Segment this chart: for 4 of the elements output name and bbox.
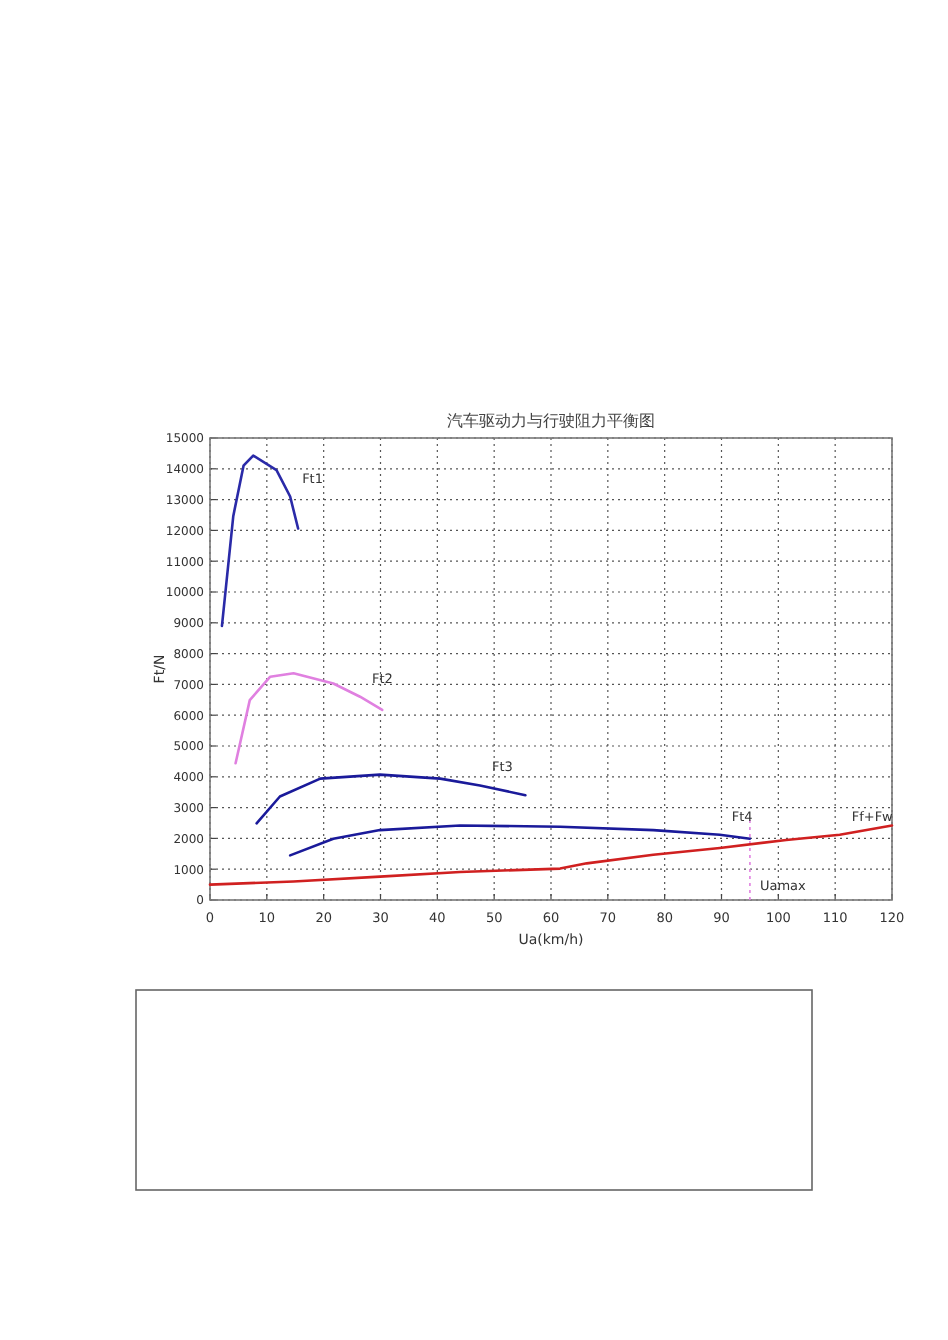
line-series (288, 824, 752, 857)
line-series (220, 454, 300, 628)
chart-title: 汽车驱动力与行驶阻力平衡图 (447, 412, 655, 430)
line-series (255, 773, 527, 825)
